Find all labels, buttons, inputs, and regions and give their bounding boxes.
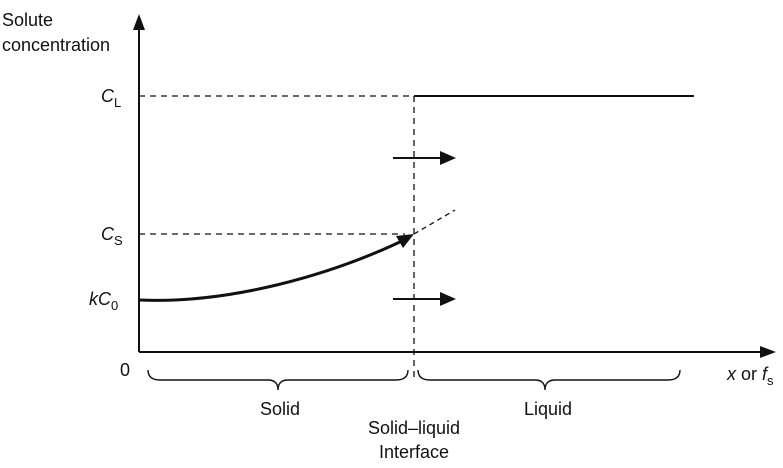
upper-growth-arrowhead — [440, 151, 456, 165]
solid-curve-arrowhead — [396, 234, 414, 248]
extrapolation-dashed-line — [413, 209, 456, 235]
cs-label: CS — [101, 224, 123, 248]
solid-concentration-curve — [138, 239, 403, 302]
cl-label: CL — [101, 86, 122, 110]
origin-label: 0 — [120, 360, 131, 380]
kc0-label: kC0 — [89, 289, 119, 313]
cl-label-main: C — [101, 86, 114, 106]
x-axis-label-or: or — [736, 364, 763, 384]
liquid-region-label: Liquid — [523, 399, 573, 419]
cs-label-main: C — [101, 224, 114, 244]
interface-label-line1: Solid–liquid — [367, 418, 461, 438]
x-axis-label: x or fs — [727, 364, 774, 388]
x-axis-arrowhead — [760, 346, 776, 358]
solid-region-label: Solid — [259, 399, 301, 419]
x-axis-label-sub: s — [767, 373, 774, 388]
cl-label-sub: L — [114, 95, 122, 110]
kc0-label-main: kC — [89, 289, 111, 309]
y-axis-arrowhead — [133, 14, 145, 30]
x-axis-label-f: f — [762, 364, 768, 384]
lower-growth-arrowhead — [440, 292, 456, 306]
kc0-label-sub: 0 — [111, 298, 119, 313]
x-axis-label-x: x — [727, 364, 736, 384]
solid-brace — [147, 369, 409, 391]
liquid-brace — [417, 369, 681, 391]
cs-label-sub: S — [114, 233, 123, 248]
y-axis-label-line2: concentration — [2, 35, 111, 55]
y-axis-label-line1: Solute — [2, 10, 54, 30]
interface-label-line2: Interface — [378, 442, 450, 462]
